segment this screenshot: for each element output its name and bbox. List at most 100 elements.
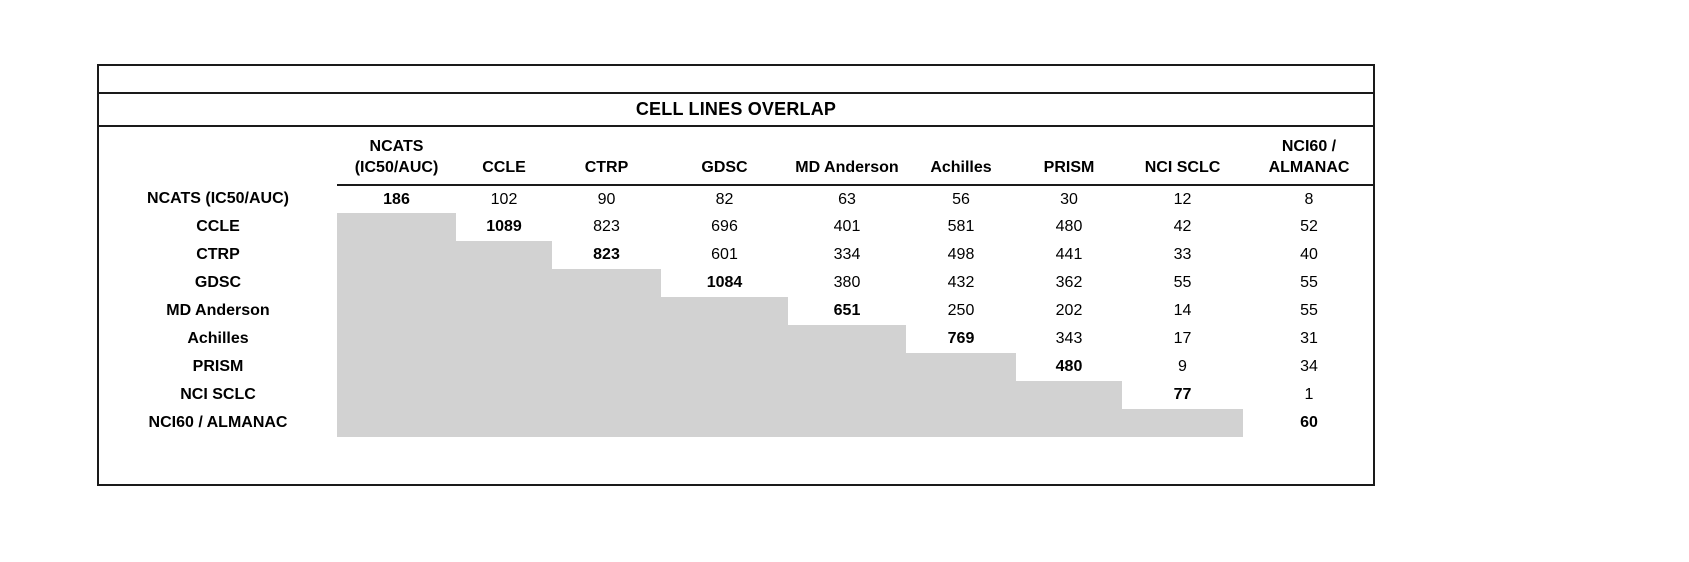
column-header-ctrp: CTRP [552, 129, 661, 186]
value-cell: 17 [1173, 330, 1192, 347]
value-cell: 31 [1300, 330, 1318, 347]
value-cell: 581 [947, 218, 975, 235]
value-cell: 55 [1300, 302, 1318, 319]
row-label-nci60-almanac: NCI60 / ALMANAC [148, 414, 288, 431]
row-label-ncats-ic50-auc: NCATS (IC50/AUC) [147, 190, 289, 207]
value-cell: 90 [597, 190, 616, 208]
value-cell: 823 [593, 218, 620, 235]
value-cell: 42 [1173, 218, 1192, 235]
diagonal-value-cell: 480 [1055, 358, 1083, 375]
table-row-nci-sclc: NCI SCLC 77 1 [99, 381, 1375, 409]
value-cell: 9 [1178, 358, 1187, 375]
shaded-cell [661, 297, 788, 325]
shaded-cell [456, 297, 552, 325]
shaded-cell [552, 325, 661, 353]
value-cell: 8 [1304, 190, 1314, 208]
diagonal-value-cell: 186 [383, 190, 410, 208]
shaded-cell [337, 213, 456, 241]
column-header-nci-sclc: NCI SCLC [1122, 129, 1243, 186]
row-label-md-anderson: MD Anderson [166, 302, 270, 319]
value-cell: 14 [1173, 302, 1192, 319]
value-cell: 34 [1300, 358, 1318, 375]
value-cell: 52 [1300, 218, 1318, 235]
shaded-cell [337, 297, 456, 325]
shaded-cell [337, 409, 456, 437]
shaded-cell [337, 353, 456, 381]
shaded-cell [552, 381, 661, 409]
value-cell: 480 [1055, 218, 1083, 235]
shaded-cell [456, 269, 552, 297]
value-cell: 55 [1173, 274, 1192, 291]
value-cell: 202 [1055, 302, 1083, 319]
shaded-cell [661, 381, 788, 409]
shaded-cell [1016, 409, 1122, 437]
shaded-cell [337, 269, 456, 297]
shaded-cell [456, 353, 552, 381]
column-header-prism: PRISM [1016, 129, 1122, 186]
value-cell: 601 [711, 246, 738, 263]
shaded-cell [906, 353, 1016, 381]
shaded-cell [906, 381, 1016, 409]
shaded-cell [552, 353, 661, 381]
overlap-matrix-table: NCATS (IC50/AUC) CCLE CTRP GDSC MD Anderson Ac… [99, 129, 1375, 437]
table-title: CELL LINES OVERLAP [635, 99, 837, 119]
header-row: NCATS (IC50/AUC) CCLE CTRP GDSC MD Anderson Ac… [99, 129, 1375, 186]
value-cell: 56 [952, 190, 970, 208]
row-label-gdsc: GDSC [194, 274, 242, 291]
diagonal-value-cell: 1084 [706, 274, 743, 291]
diagonal-value-cell: 60 [1300, 414, 1318, 431]
shaded-cell [552, 269, 661, 297]
value-cell: 12 [1173, 190, 1192, 208]
value-cell: 343 [1055, 330, 1083, 347]
row-label-prism: PRISM [192, 358, 244, 375]
value-cell: 441 [1055, 246, 1083, 263]
diagonal-value-cell: 1089 [486, 218, 522, 235]
value-cell: 33 [1173, 246, 1192, 263]
shaded-cell [552, 297, 661, 325]
shaded-cell [456, 409, 552, 437]
value-cell: 55 [1300, 274, 1318, 291]
table-row-nci60-almanac: NCI60 / ALMANAC 60 [99, 409, 1375, 437]
shaded-cell [456, 241, 552, 269]
cell-lines-overlap-sheet: CELL LINES OVERLAP NCATS (IC50/AUC) CCLE CT… [97, 64, 1375, 486]
value-cell: 362 [1055, 274, 1083, 291]
shaded-cell [788, 381, 906, 409]
value-cell: 63 [838, 190, 856, 208]
shaded-cell [552, 409, 661, 437]
shaded-cell [661, 353, 788, 381]
top-spacer-row [99, 66, 1373, 94]
column-header-ccle: CCLE [456, 129, 552, 186]
table-row-prism: PRISM 480 9 34 [99, 353, 1375, 381]
shaded-cell [788, 325, 906, 353]
row-label-ctrp: CTRP [196, 246, 240, 263]
column-header-ncats-ic50-auc: NCATS (IC50/AUC) [337, 129, 456, 186]
table-row-gdsc: GDSC 1084 380 432 362 55 55 [99, 269, 1375, 297]
value-cell: 696 [711, 218, 738, 235]
value-cell: 1 [1304, 386, 1314, 403]
shaded-cell [661, 325, 788, 353]
diagonal-value-cell: 77 [1173, 386, 1192, 403]
value-cell: 250 [947, 302, 975, 319]
column-header-md-anderson: MD Anderson [788, 129, 906, 186]
value-cell: 334 [833, 246, 861, 263]
value-cell: 401 [833, 218, 861, 235]
table-row-ncats-ic50-auc: NCATS (IC50/AUC) 186 102 90 82 63 56 30 12 8 [99, 185, 1375, 213]
value-cell: 498 [947, 246, 975, 263]
value-cell: 380 [833, 274, 861, 291]
diagonal-value-cell: 769 [947, 330, 975, 347]
row-label-ccle: CCLE [196, 218, 240, 235]
shaded-cell [788, 353, 906, 381]
table-row-ccle: CCLE 1089 823 696 401 581 480 42 52 [99, 213, 1375, 241]
value-cell: 82 [715, 190, 734, 208]
shaded-cell [456, 381, 552, 409]
row-label-achilles: Achilles [187, 330, 249, 347]
shaded-cell [337, 241, 456, 269]
shaded-cell [1122, 409, 1243, 437]
column-header-gdsc: GDSC [661, 129, 788, 186]
diagonal-value-cell: 823 [593, 246, 620, 263]
table-row-md-anderson: MD Anderson 651 250 202 14 55 [99, 297, 1375, 325]
value-cell: 102 [490, 190, 518, 208]
table-row-ctrp: CTRP 823 601 334 498 441 33 40 [99, 241, 1375, 269]
title-row: CELL LINES OVERLAP [99, 94, 1373, 127]
diagonal-value-cell: 651 [833, 302, 861, 319]
